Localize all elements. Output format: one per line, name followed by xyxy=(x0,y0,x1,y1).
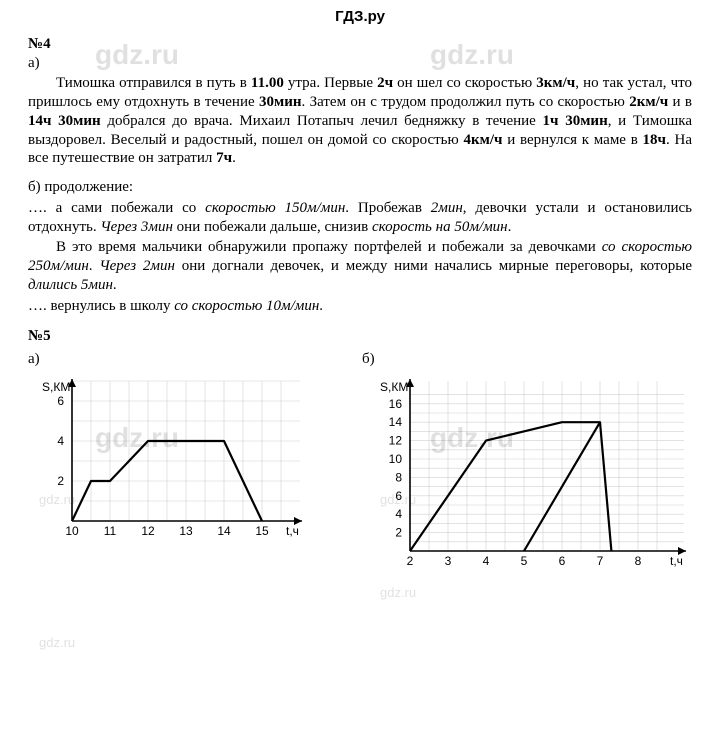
svg-text:2: 2 xyxy=(395,525,402,539)
chart-a: 10 11 12 13 14 15 2 4 6S,КМ t,ч xyxy=(28,373,308,543)
charts-row: а) 101112131415246S,КМt,ч б) 23456782468… xyxy=(28,350,692,573)
svg-text:4: 4 xyxy=(57,434,64,448)
chart-a-column: а) 10 11 12 13 14 15 2 4 6S,КМ t,ч xyxy=(28,350,334,543)
svg-text:13: 13 xyxy=(179,524,193,538)
problem-4-text-b3: …. вернулись в школу со скоростью 10м/ми… xyxy=(28,297,692,316)
svg-text:11: 11 xyxy=(104,524,117,538)
svg-text:14: 14 xyxy=(217,524,231,538)
problem-4-text-a: Тимошка отправился в путь в 11.00 утра. … xyxy=(28,74,692,168)
problem-4-text-b1: …. а сами побежали со скоростью 150м/мин… xyxy=(28,199,692,237)
svg-text:3: 3 xyxy=(445,554,452,568)
svg-text:6: 6 xyxy=(395,489,402,503)
problem-4-sub-a: а) xyxy=(28,54,692,73)
svg-text:8: 8 xyxy=(635,554,642,568)
problem-4-sub-b: б) продолжение: xyxy=(28,178,692,197)
site-title: ГДЗ.ру xyxy=(28,8,692,27)
svg-text:t,ч: t,ч xyxy=(286,524,299,538)
chart-b-column: б) 2 3 4 5 6 7 8 2 4 6 8 10 12 14 16 S,КМ t,ч xyxy=(362,350,692,573)
svg-text:S,КМ: S,КМ xyxy=(42,380,70,394)
chart-b: 2 3 4 5 6 7 8 2 4 6 8 10 12 14 16 S,КМ t,ч xyxy=(362,373,692,573)
svg-text:10: 10 xyxy=(389,452,403,466)
problem-5-label: №5 xyxy=(28,327,692,346)
svg-text:12: 12 xyxy=(141,524,155,538)
problem-4-text-b2: В это время мальчики обнаружили пропажу … xyxy=(28,238,692,294)
problem-5-sub-b: б) xyxy=(362,350,692,369)
svg-text:14: 14 xyxy=(389,415,403,429)
watermark: gdz.ru xyxy=(380,585,416,601)
watermark: gdz.ru xyxy=(39,635,75,651)
svg-text:4: 4 xyxy=(395,507,402,521)
svg-text:6: 6 xyxy=(559,554,566,568)
svg-text:15: 15 xyxy=(255,524,269,538)
svg-text:7: 7 xyxy=(597,554,604,568)
svg-text:8: 8 xyxy=(395,470,402,484)
problem-4-label: №4 xyxy=(28,35,692,54)
svg-text:6: 6 xyxy=(57,394,64,408)
svg-text:4: 4 xyxy=(483,554,490,568)
svg-text:2: 2 xyxy=(57,474,64,488)
svg-text:5: 5 xyxy=(521,554,528,568)
svg-text:12: 12 xyxy=(389,433,403,447)
svg-text:S,КМ: S,КМ xyxy=(380,380,408,394)
problem-5-sub-a: а) xyxy=(28,350,334,369)
svg-text:16: 16 xyxy=(389,397,403,411)
svg-text:2: 2 xyxy=(407,554,414,568)
svg-text:t,ч: t,ч xyxy=(670,554,683,568)
svg-text:10: 10 xyxy=(65,524,79,538)
